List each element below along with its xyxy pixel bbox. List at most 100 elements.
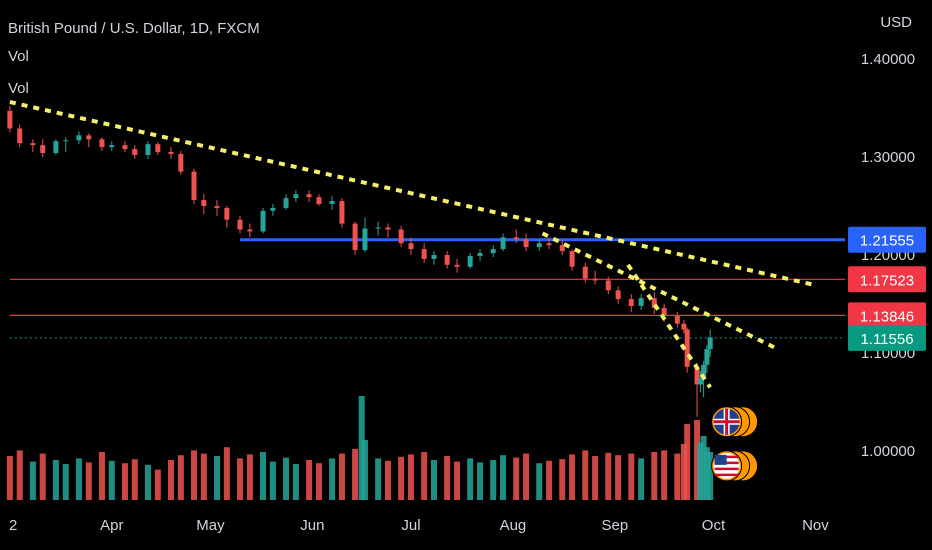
candle-body xyxy=(316,197,322,204)
candle-body xyxy=(592,278,598,281)
volume-bar xyxy=(29,461,36,500)
volume-bar xyxy=(39,453,46,500)
volume-bar xyxy=(121,463,128,500)
candle-body xyxy=(283,198,289,208)
y-tick-label: 1.30000 xyxy=(861,149,915,166)
price-badge-label: 1.13846 xyxy=(860,308,914,325)
candle-body xyxy=(490,249,496,254)
candle-body xyxy=(86,135,92,140)
candle-body xyxy=(122,145,128,150)
volume-bar xyxy=(638,458,645,500)
candle-body xyxy=(214,205,220,208)
volume-bar xyxy=(661,450,668,500)
volume-bar xyxy=(361,440,368,500)
volume-bar xyxy=(582,450,589,500)
volume-bar xyxy=(223,447,230,500)
price-badge-label: 1.21555 xyxy=(860,233,914,250)
volume-bar xyxy=(108,460,115,500)
indicator-vol-2: Vol xyxy=(8,80,29,97)
candle-body xyxy=(63,140,69,142)
candle-body xyxy=(707,337,713,350)
volume-bar xyxy=(674,453,681,500)
candle-body xyxy=(444,255,450,265)
x-tick-label: May xyxy=(196,517,225,534)
volume-bar xyxy=(431,460,438,500)
volume-bar xyxy=(559,459,566,500)
volume-bar xyxy=(490,460,497,500)
candle-body xyxy=(191,171,197,201)
volume-bar xyxy=(513,457,520,500)
candle-body xyxy=(628,299,634,306)
volume-bar xyxy=(384,460,391,500)
candle-body xyxy=(224,207,230,220)
volume-bar xyxy=(260,452,267,500)
candle-body xyxy=(674,315,680,324)
volume-bar xyxy=(62,464,69,500)
candle-body xyxy=(260,210,266,232)
currency-label: USD xyxy=(880,14,912,31)
volume-bar xyxy=(6,456,13,500)
volume-bar xyxy=(546,460,553,500)
candle-body xyxy=(546,243,552,246)
price-badge xyxy=(848,302,926,329)
volume-bar xyxy=(52,460,59,500)
candle-body xyxy=(454,264,460,267)
volume-bar xyxy=(16,450,23,500)
volume-bar xyxy=(697,442,704,500)
volume-bar xyxy=(536,463,543,500)
candle-body xyxy=(132,149,138,155)
volume-bar xyxy=(306,460,313,500)
volume-bar xyxy=(680,444,687,500)
volume-bar xyxy=(352,448,359,500)
candle-body xyxy=(559,245,565,252)
candle-body xyxy=(704,349,710,365)
candle-body xyxy=(145,144,151,155)
volume-bar xyxy=(144,464,151,500)
candle-body xyxy=(30,143,36,146)
x-tick-label: Apr xyxy=(100,517,123,534)
candle-body xyxy=(513,237,519,240)
volume-bar xyxy=(477,462,484,500)
volume-bar xyxy=(329,458,336,500)
candle-body xyxy=(385,227,391,230)
candle-body xyxy=(76,135,82,141)
candle-body xyxy=(615,290,621,300)
volume-bar xyxy=(694,420,701,500)
candle-body xyxy=(398,229,404,244)
x-tick-label: Sep xyxy=(601,517,628,534)
volume-bar xyxy=(177,455,184,500)
candle-body xyxy=(523,239,529,248)
candle-body xyxy=(651,298,657,308)
candle-body xyxy=(467,255,473,267)
price-badge xyxy=(848,266,926,293)
volume-bar xyxy=(500,455,507,500)
volume-bar xyxy=(700,436,707,500)
volume-bar xyxy=(200,453,207,500)
volume-bar xyxy=(214,456,221,500)
x-tick-label: Oct xyxy=(702,517,726,534)
volume-bar xyxy=(523,453,530,500)
volume-bar xyxy=(190,450,197,500)
candle-body xyxy=(109,145,115,148)
volume-bar xyxy=(358,396,365,500)
price-badge xyxy=(848,226,926,253)
x-tick-label: Jun xyxy=(300,517,324,534)
volume-bar xyxy=(375,458,382,500)
candle-body xyxy=(661,307,667,316)
volume-bar xyxy=(703,447,710,500)
candle-body xyxy=(329,201,335,204)
volume-bar xyxy=(407,454,414,500)
x-tick-label: Jul xyxy=(401,517,420,534)
candle-body xyxy=(638,298,644,306)
candle-body xyxy=(17,128,23,144)
volume-bar xyxy=(246,454,253,500)
candle-body xyxy=(339,201,345,224)
volume-bar xyxy=(569,454,576,500)
price-badge xyxy=(848,324,926,351)
volume-bar xyxy=(421,452,428,500)
candle-body xyxy=(697,378,703,385)
volume-bar xyxy=(454,461,461,500)
candle-body xyxy=(408,243,414,250)
